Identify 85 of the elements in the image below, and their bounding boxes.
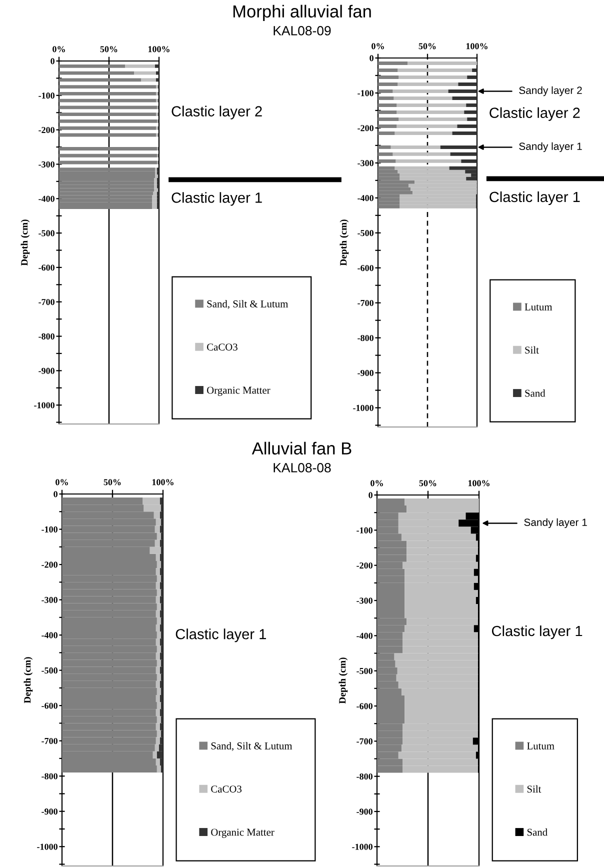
y-tick-label: -900 [356, 808, 372, 815]
y-tick-label: -200 [42, 562, 58, 568]
x-tick-label: 0% [52, 46, 65, 52]
x-tick-label: 50% [100, 46, 118, 52]
chart-subtitle: KAL08-08 [274, 463, 331, 472]
y-tick-label: -800 [42, 773, 58, 780]
y-tick-label: -800 [358, 334, 374, 342]
y-tick-label: -600 [42, 702, 58, 709]
y-tick-label: 0 [54, 491, 58, 498]
legend-label: CaCO3 [207, 344, 238, 351]
x-tick-label: 0% [370, 480, 383, 486]
y-tick-label: -900 [38, 368, 54, 374]
y-tick-label: -800 [38, 333, 54, 340]
y-tick-label: -100 [358, 90, 374, 96]
y-tick-label: -1000 [352, 844, 372, 850]
y-tick-label: -200 [358, 125, 374, 132]
x-tick-label: 100% [148, 46, 170, 52]
x-tick-label: 100% [152, 479, 174, 486]
y-tick-label: -800 [356, 773, 372, 780]
y-tick-label: -700 [38, 298, 54, 306]
y-tick-label: -100 [38, 92, 54, 99]
y-tick-label: -300 [42, 596, 58, 604]
legend-label: Silt [525, 346, 539, 354]
y-axis-title: Depth (cm) [340, 220, 349, 266]
y-tick-label: -700 [42, 738, 58, 744]
y-tick-label: -1000 [34, 402, 54, 408]
annotation: Sandy layer 1 [519, 142, 582, 152]
x-tick-label: 50% [419, 480, 436, 486]
chart-subtitle: KAL08-09 [274, 26, 331, 36]
legend-label: Sand [527, 828, 548, 836]
x-tick-label: 0% [372, 43, 384, 50]
y-tick-label: -300 [38, 161, 54, 168]
y-tick-label: -200 [38, 126, 54, 134]
y-tick-label: -100 [356, 527, 372, 534]
x-tick-label: 50% [418, 43, 436, 50]
text: Clastic layer 1 [172, 192, 262, 206]
chart-title: Alluvial fan B [252, 442, 352, 455]
text: Clastic layer 1 [492, 625, 582, 640]
text: Clastic layer 1 [490, 191, 580, 206]
y-tick-label: -700 [356, 738, 372, 744]
y-tick-label: -1000 [353, 404, 374, 411]
y-tick-label: -300 [358, 160, 374, 166]
y-tick-label: -900 [42, 808, 58, 815]
x-tick-label: 0% [56, 479, 68, 486]
y-tick-label: -200 [356, 562, 372, 569]
x-tick-label: 100% [468, 480, 490, 486]
chart-title: Morphi alluvial fan [233, 4, 371, 21]
text: Clastic layer 2 [490, 107, 580, 121]
y-tick-label: -400 [356, 632, 372, 639]
y-tick-label: -400 [358, 195, 374, 202]
text: Clastic layer 1 [176, 628, 266, 642]
legend-label: Organic Matter [207, 386, 270, 396]
text: Sandy layer 1 [524, 518, 587, 528]
legend-label: Silt [527, 785, 542, 793]
legend-label: Lutum [524, 304, 552, 310]
y-tick-label: -600 [38, 264, 54, 271]
legend-label: Sand, Silt & Lutum [207, 300, 288, 309]
text: Clastic layer 2 [172, 106, 262, 120]
y-tick-label: -500 [38, 230, 54, 236]
y-tick-label: -600 [358, 264, 374, 272]
y-axis-title: Depth (cm) [24, 657, 33, 704]
y-tick-label: -1000 [37, 844, 58, 850]
y-tick-label: -500 [356, 668, 372, 674]
y-tick-label: -700 [358, 300, 374, 306]
legend-label: Sand, Silt & Lutum [211, 742, 292, 751]
legend-label: CaCO3 [211, 786, 242, 793]
y-tick-label: -400 [38, 196, 54, 202]
y-tick-label: -400 [42, 632, 58, 638]
x-tick-label: 100% [466, 43, 488, 50]
y-tick-label: -300 [356, 598, 372, 604]
legend-label: Organic Matter [211, 828, 274, 838]
annotation: Sandy layer 2 [519, 86, 582, 96]
y-tick-label: -500 [358, 230, 374, 236]
y-tick-label: 0 [368, 492, 372, 498]
legend-label: Sand [525, 389, 546, 397]
y-tick-label: -100 [42, 526, 58, 532]
y-tick-label: -900 [358, 370, 374, 376]
y-tick-label: -600 [356, 703, 372, 710]
y-axis-title: Depth (cm) [338, 658, 348, 704]
y-tick-label: 0 [50, 58, 54, 64]
y-tick-label: -500 [42, 667, 58, 674]
x-tick-label: 50% [104, 479, 121, 486]
y-axis-title: Depth (cm) [20, 220, 30, 266]
y-tick-label: 0 [370, 55, 374, 62]
legend-label: Lutum [527, 742, 554, 750]
